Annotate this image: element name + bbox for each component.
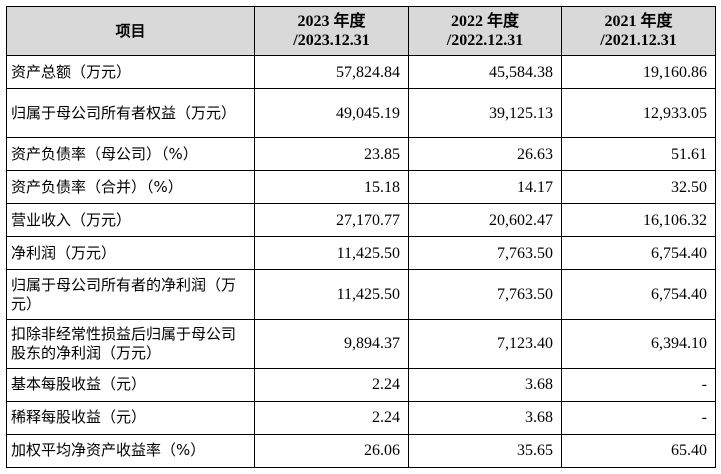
table-row: 扣除非经常性损益后归属于母公司股东的净利润（万元） 9,894.37 7,123…	[6, 318, 716, 369]
cell-2022: 35.65	[408, 433, 562, 469]
header-date: /2022.12.31	[446, 32, 524, 49]
table-row: 资产负债率（母公司）（%） 23.85 26.63 51.61	[6, 137, 716, 172]
row-label: 营业收入（万元）	[6, 203, 255, 238]
cell-2023: 23.85	[254, 137, 409, 172]
cell-2022: 26.63	[408, 137, 562, 172]
cell-2022: 7,763.50	[408, 269, 562, 320]
table-body: 资产总额（万元） 57,824.84 45,584.38 19,160.86 归…	[6, 54, 716, 469]
cell-2021: 6,394.10	[561, 318, 716, 369]
cell-2023: 49,045.19	[254, 88, 409, 139]
table-row: 归属于母公司所有者的净利润（万元） 11,425.50 7,763.50 6,7…	[6, 269, 716, 320]
cell-2021: -	[561, 400, 716, 435]
financial-table: 项目 2023 年度 /2023.12.31 2022 年度 /2022.12.…	[6, 6, 716, 469]
cell-2022: 3.68	[408, 367, 562, 402]
table-row: 净利润（万元） 11,425.50 7,763.50 6,754.40	[6, 236, 716, 271]
cell-2021: 6,754.40	[561, 236, 716, 271]
header-col-2022: 2022 年度 /2022.12.31	[408, 6, 562, 56]
cell-2021: -	[561, 367, 716, 402]
row-label: 稀释每股收益（元）	[6, 400, 255, 435]
row-label: 归属于母公司所有者的净利润（万元）	[6, 269, 255, 320]
table-row: 归属于母公司所有者权益（万元） 49,045.19 39,125.13 12,9…	[6, 88, 716, 139]
row-label: 资产负债率（合并）（%）	[6, 170, 255, 205]
table-row: 稀释每股收益（元） 2.24 3.68 -	[6, 400, 716, 435]
header-col-2023: 2023 年度 /2023.12.31	[254, 6, 409, 56]
table-row: 营业收入（万元） 27,170.77 20,602.47 16,106.32	[6, 203, 716, 238]
row-label: 归属于母公司所有者权益（万元）	[6, 88, 255, 139]
table-header: 项目 2023 年度 /2023.12.31 2022 年度 /2022.12.…	[6, 6, 716, 56]
cell-2021: 19,160.86	[561, 54, 716, 90]
cell-2021: 16,106.32	[561, 203, 716, 238]
cell-2022: 7,123.40	[408, 318, 562, 369]
header-year: 2023 年度	[297, 13, 366, 30]
row-label: 资产负债率（母公司）（%）	[6, 137, 255, 172]
cell-2021: 32.50	[561, 170, 716, 205]
row-label: 加权平均净资产收益率（%）	[6, 433, 255, 469]
row-label: 净利润（万元）	[6, 236, 255, 271]
header-date: /2021.12.31	[600, 32, 677, 49]
cell-2023: 11,425.50	[254, 269, 409, 320]
cell-2022: 7,763.50	[408, 236, 562, 271]
cell-2023: 26.06	[254, 433, 409, 469]
header-item: 项目	[6, 6, 255, 56]
header-row: 项目 2023 年度 /2023.12.31 2022 年度 /2022.12.…	[6, 6, 716, 56]
row-label: 基本每股收益（元）	[6, 367, 255, 402]
cell-2023: 2.24	[254, 367, 409, 402]
cell-2022: 14.17	[408, 170, 562, 205]
table-row: 资产负债率（合并）（%） 15.18 14.17 32.50	[6, 170, 716, 205]
cell-2023: 57,824.84	[254, 54, 409, 90]
cell-2023: 9,894.37	[254, 318, 409, 369]
header-col-2021: 2021 年度 /2021.12.31	[561, 6, 716, 56]
cell-2023: 11,425.50	[254, 236, 409, 271]
cell-2021: 51.61	[561, 137, 716, 172]
header-year: 2021 年度	[604, 13, 673, 30]
cell-2022: 3.68	[408, 400, 562, 435]
cell-2021: 6,754.40	[561, 269, 716, 320]
cell-2023: 2.24	[254, 400, 409, 435]
table-row: 加权平均净资产收益率（%） 26.06 35.65 65.40	[6, 433, 716, 469]
header-date: /2023.12.31	[293, 32, 370, 49]
cell-2023: 15.18	[254, 170, 409, 205]
header-year: 2022 年度	[450, 13, 519, 30]
row-label: 扣除非经常性损益后归属于母公司股东的净利润（万元）	[6, 318, 255, 369]
cell-2023: 27,170.77	[254, 203, 409, 238]
table-row: 基本每股收益（元） 2.24 3.68 -	[6, 367, 716, 402]
cell-2022: 39,125.13	[408, 88, 562, 139]
cell-2022: 45,584.38	[408, 54, 562, 90]
cell-2022: 20,602.47	[408, 203, 562, 238]
cell-2021: 65.40	[561, 433, 716, 469]
cell-2021: 12,933.05	[561, 88, 716, 139]
table-row: 资产总额（万元） 57,824.84 45,584.38 19,160.86	[6, 54, 716, 90]
row-label: 资产总额（万元）	[6, 54, 255, 90]
